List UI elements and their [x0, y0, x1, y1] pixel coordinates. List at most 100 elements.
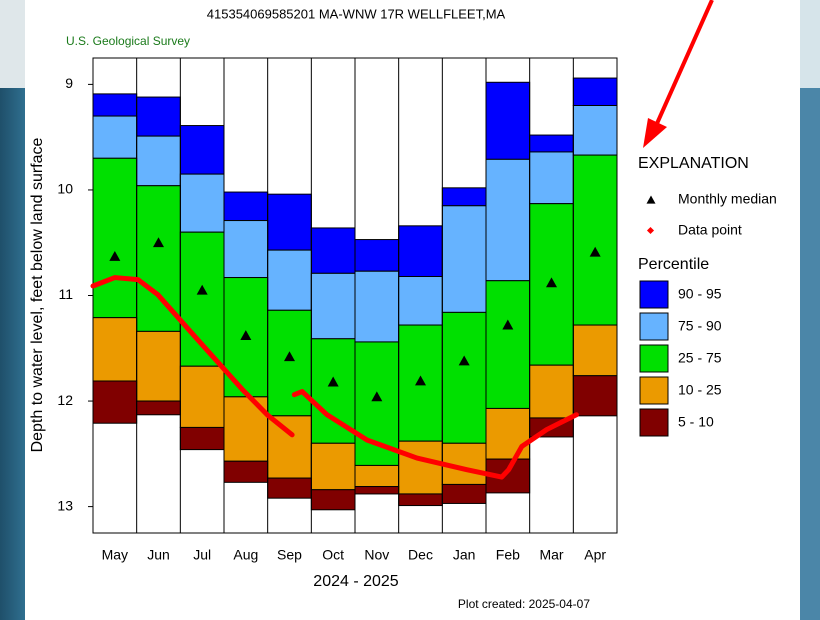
legend-title: EXPLANATION [638, 155, 749, 172]
legend-label: 10 - 25 [678, 382, 722, 398]
percentile-segment [354, 239, 400, 272]
legend-label: 75 - 90 [678, 318, 722, 334]
legend-label: 25 - 75 [678, 350, 722, 366]
percentile-segment [398, 493, 443, 507]
median-marker [327, 376, 339, 387]
percentile-segment [529, 364, 574, 419]
x-tick-label: Mar [539, 547, 563, 563]
percentile-segment [92, 93, 138, 117]
legend-label: Monthly median [678, 191, 777, 207]
percentile-segment [485, 158, 531, 282]
x-tick-label: Feb [496, 547, 520, 563]
percentile-segment [310, 489, 356, 511]
y-tick-label: 12 [57, 392, 73, 408]
legend-subtitle: Percentile [638, 256, 709, 273]
percentile-segment [572, 324, 618, 377]
x-tick-label: Dec [408, 547, 433, 563]
percentile-segment [441, 483, 487, 504]
median-marker [371, 391, 383, 402]
percentile-segment [572, 154, 618, 326]
median-marker [196, 284, 208, 295]
median-marker [284, 351, 295, 362]
percentile-segment [179, 173, 225, 233]
percentile-segment [441, 205, 487, 313]
percentile-segment [267, 309, 312, 417]
legend-label: 5 - 10 [678, 414, 714, 430]
percentile-segment [572, 77, 618, 107]
percentile-segment [485, 280, 531, 409]
median-marker [589, 246, 601, 257]
percentile-segment [310, 227, 356, 274]
median-marker [240, 330, 252, 341]
subtitle: U.S. Geological Survey [66, 34, 190, 48]
x-tick-label: Apr [584, 547, 606, 563]
x-tick-label: Aug [233, 547, 258, 563]
percentile-segment [223, 220, 269, 279]
map-edge [0, 0, 25, 88]
chart-title: 415354069585201 MA-WNW 17R WELLFLEET,MA [207, 6, 506, 21]
percentile-segment [310, 442, 356, 491]
median-marker [502, 319, 514, 330]
percentile-segment [529, 151, 574, 205]
legend-label: 90 - 95 [678, 286, 722, 302]
median-marker [109, 250, 121, 261]
x-tick-label: Jun [147, 547, 170, 563]
x-tick-label: Jul [193, 547, 211, 563]
percentile-segment [136, 185, 181, 332]
percentile-segment [136, 96, 181, 137]
data-line [291, 389, 579, 480]
note: Plot created: 2025-04-07 [458, 597, 590, 611]
percentile-segment [136, 135, 181, 187]
percentile-segment [136, 330, 181, 402]
percentile-segment [354, 464, 400, 488]
median-marker [546, 277, 557, 288]
arrow [653, 0, 714, 129]
median-marker [415, 375, 426, 386]
median-marker [458, 355, 470, 366]
x-tick-label: Nov [364, 547, 389, 563]
percentile-segment [223, 191, 269, 222]
legend-swatch [646, 195, 656, 204]
percentile-segment [310, 272, 356, 340]
y-tick-label: 10 [57, 181, 73, 197]
percentile-segment [267, 415, 312, 479]
percentile-segment [441, 187, 487, 207]
percentile-segment [92, 115, 138, 159]
y-tick-label: 11 [58, 286, 73, 302]
percentile-segment [572, 105, 618, 156]
median-marker [153, 237, 164, 248]
map-edge [800, 0, 820, 88]
percentile-segment [398, 225, 443, 277]
x-axis-label: 2024 - 2025 [313, 573, 399, 590]
percentile-segment [179, 365, 225, 428]
percentile-segment [354, 270, 400, 343]
percentile-segment [572, 375, 618, 417]
percentile-segment [92, 157, 138, 319]
legend-label: Data point [678, 222, 742, 238]
percentile-segment [485, 81, 531, 160]
legend-swatch [639, 376, 669, 405]
percentile-segment [529, 134, 574, 153]
arrow-head [643, 118, 667, 148]
percentile-segment [179, 426, 225, 451]
percentile-segment [136, 400, 181, 416]
percentile-segment [267, 477, 312, 499]
y-tick-label: 9 [65, 75, 73, 91]
y-axis-label: Depth to water level, feet below land su… [29, 137, 46, 452]
x-tick-label: Sep [277, 547, 302, 563]
percentile-segment [267, 193, 312, 251]
legend-swatch [646, 226, 655, 235]
percentile-segment [223, 460, 269, 483]
y-tick-label: 13 [57, 497, 73, 513]
x-tick-label: May [102, 547, 128, 563]
percentile-segment [92, 380, 138, 424]
legend-swatch [639, 312, 669, 341]
legend-swatch [639, 344, 669, 373]
percentile-segment [398, 276, 443, 326]
data-line [90, 275, 295, 438]
percentile-segment [441, 311, 487, 444]
legend-swatch [639, 408, 669, 437]
x-tick-label: Jan [453, 547, 476, 563]
